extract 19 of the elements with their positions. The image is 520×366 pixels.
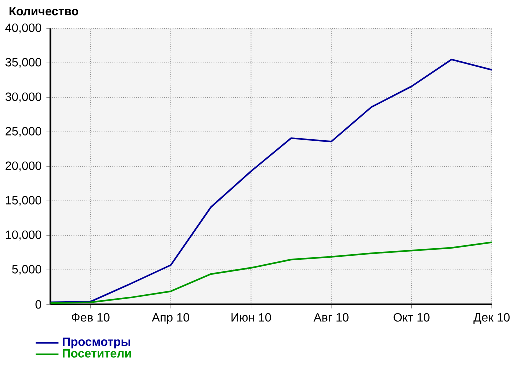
x-tick-label: Июн 10 [232,313,272,322]
line-series [50,58,492,304]
y-tick-label: 30,000 [6,92,42,103]
y-axis-title: Количество [10,7,79,16]
x-tick-label: Окт 10 [394,313,430,322]
y-tick-label: 20,000 [6,162,42,172]
x-tick-label: Авг 10 [314,313,349,322]
y-tick-label: 5,000 [12,265,42,276]
x-tick-label: Дек 10 [474,313,510,324]
x-tick-label: Фев 10 [72,313,110,322]
y-tick-label: 40,000 [6,24,42,34]
y-tick-label: 10,000 [6,230,42,241]
legend-label: Посетители [63,349,132,358]
y-tick-label: 25,000 [6,127,42,138]
y-tick-label: 0 [36,300,42,309]
x-tick-label: Апр 10 [152,313,190,324]
legend-label: Просмотры [63,338,130,349]
y-tick-label: 35,000 [6,58,42,68]
y-tick-label: 15,000 [6,196,42,206]
